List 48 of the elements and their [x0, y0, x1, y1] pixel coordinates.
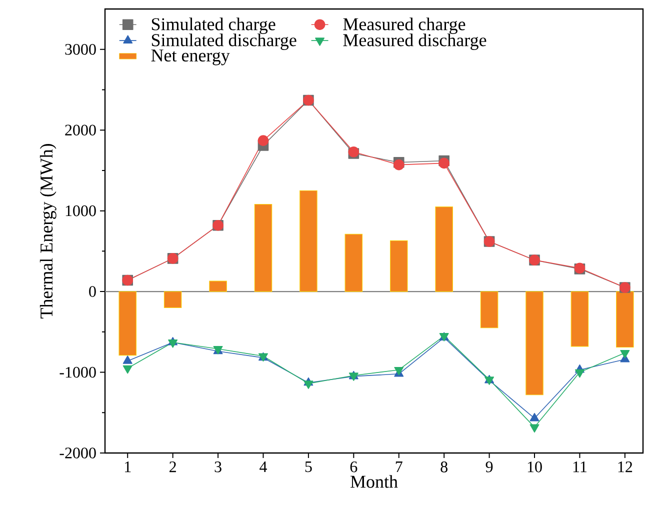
bar — [435, 206, 453, 292]
bar — [480, 291, 498, 328]
x-tick-label: 8 — [440, 462, 448, 472]
point — [122, 356, 132, 364]
bar — [118, 291, 136, 356]
bar — [254, 204, 272, 292]
point — [438, 158, 450, 169]
point — [168, 340, 178, 348]
bar — [570, 291, 589, 347]
point — [393, 159, 404, 170]
bar — [209, 280, 227, 292]
x-tick-label: 10 — [528, 462, 542, 472]
y-tick-label: 0 — [89, 286, 96, 297]
point — [304, 380, 314, 389]
point — [122, 365, 132, 374]
x-tick-label: 7 — [396, 462, 402, 472]
bar — [390, 240, 408, 292]
y-axis-title: Thermal Energy (MWh) — [40, 144, 56, 318]
x-tick-label: 5 — [305, 462, 312, 472]
x-tick-label: 4 — [260, 462, 267, 472]
bar — [300, 190, 318, 292]
point — [574, 369, 584, 378]
y-tick-label: -1000 — [60, 366, 96, 378]
bar — [344, 234, 363, 292]
x-tick-label: 9 — [486, 462, 493, 472]
legend-label: Measured discharge — [343, 34, 486, 50]
y-tick-label: 1000 — [66, 205, 96, 216]
x-tick-label: 2 — [170, 462, 176, 472]
point — [258, 135, 269, 146]
y-tick-label: 2000 — [65, 124, 96, 136]
bar — [164, 291, 182, 308]
legend-label: Simulated charge — [152, 18, 276, 34]
legend-label: Simulated discharge — [152, 34, 296, 50]
bar — [526, 291, 544, 396]
legend-label: Measured charge — [343, 18, 466, 34]
legend-label: Net energy — [151, 50, 230, 66]
x-tick-label: 3 — [214, 462, 222, 472]
bar — [616, 291, 634, 348]
x-tick-label: 12 — [618, 462, 632, 472]
x-tick-label: 1 — [125, 462, 131, 472]
point — [530, 424, 540, 433]
point — [620, 350, 630, 358]
point — [530, 412, 540, 422]
y-tick-label: 3000 — [65, 44, 96, 55]
x-tick-label: 11 — [573, 462, 586, 472]
x-tick-label: 6 — [350, 462, 358, 472]
x-axis-title: Month — [350, 475, 398, 488]
y-tick-label: -2000 — [60, 448, 96, 458]
